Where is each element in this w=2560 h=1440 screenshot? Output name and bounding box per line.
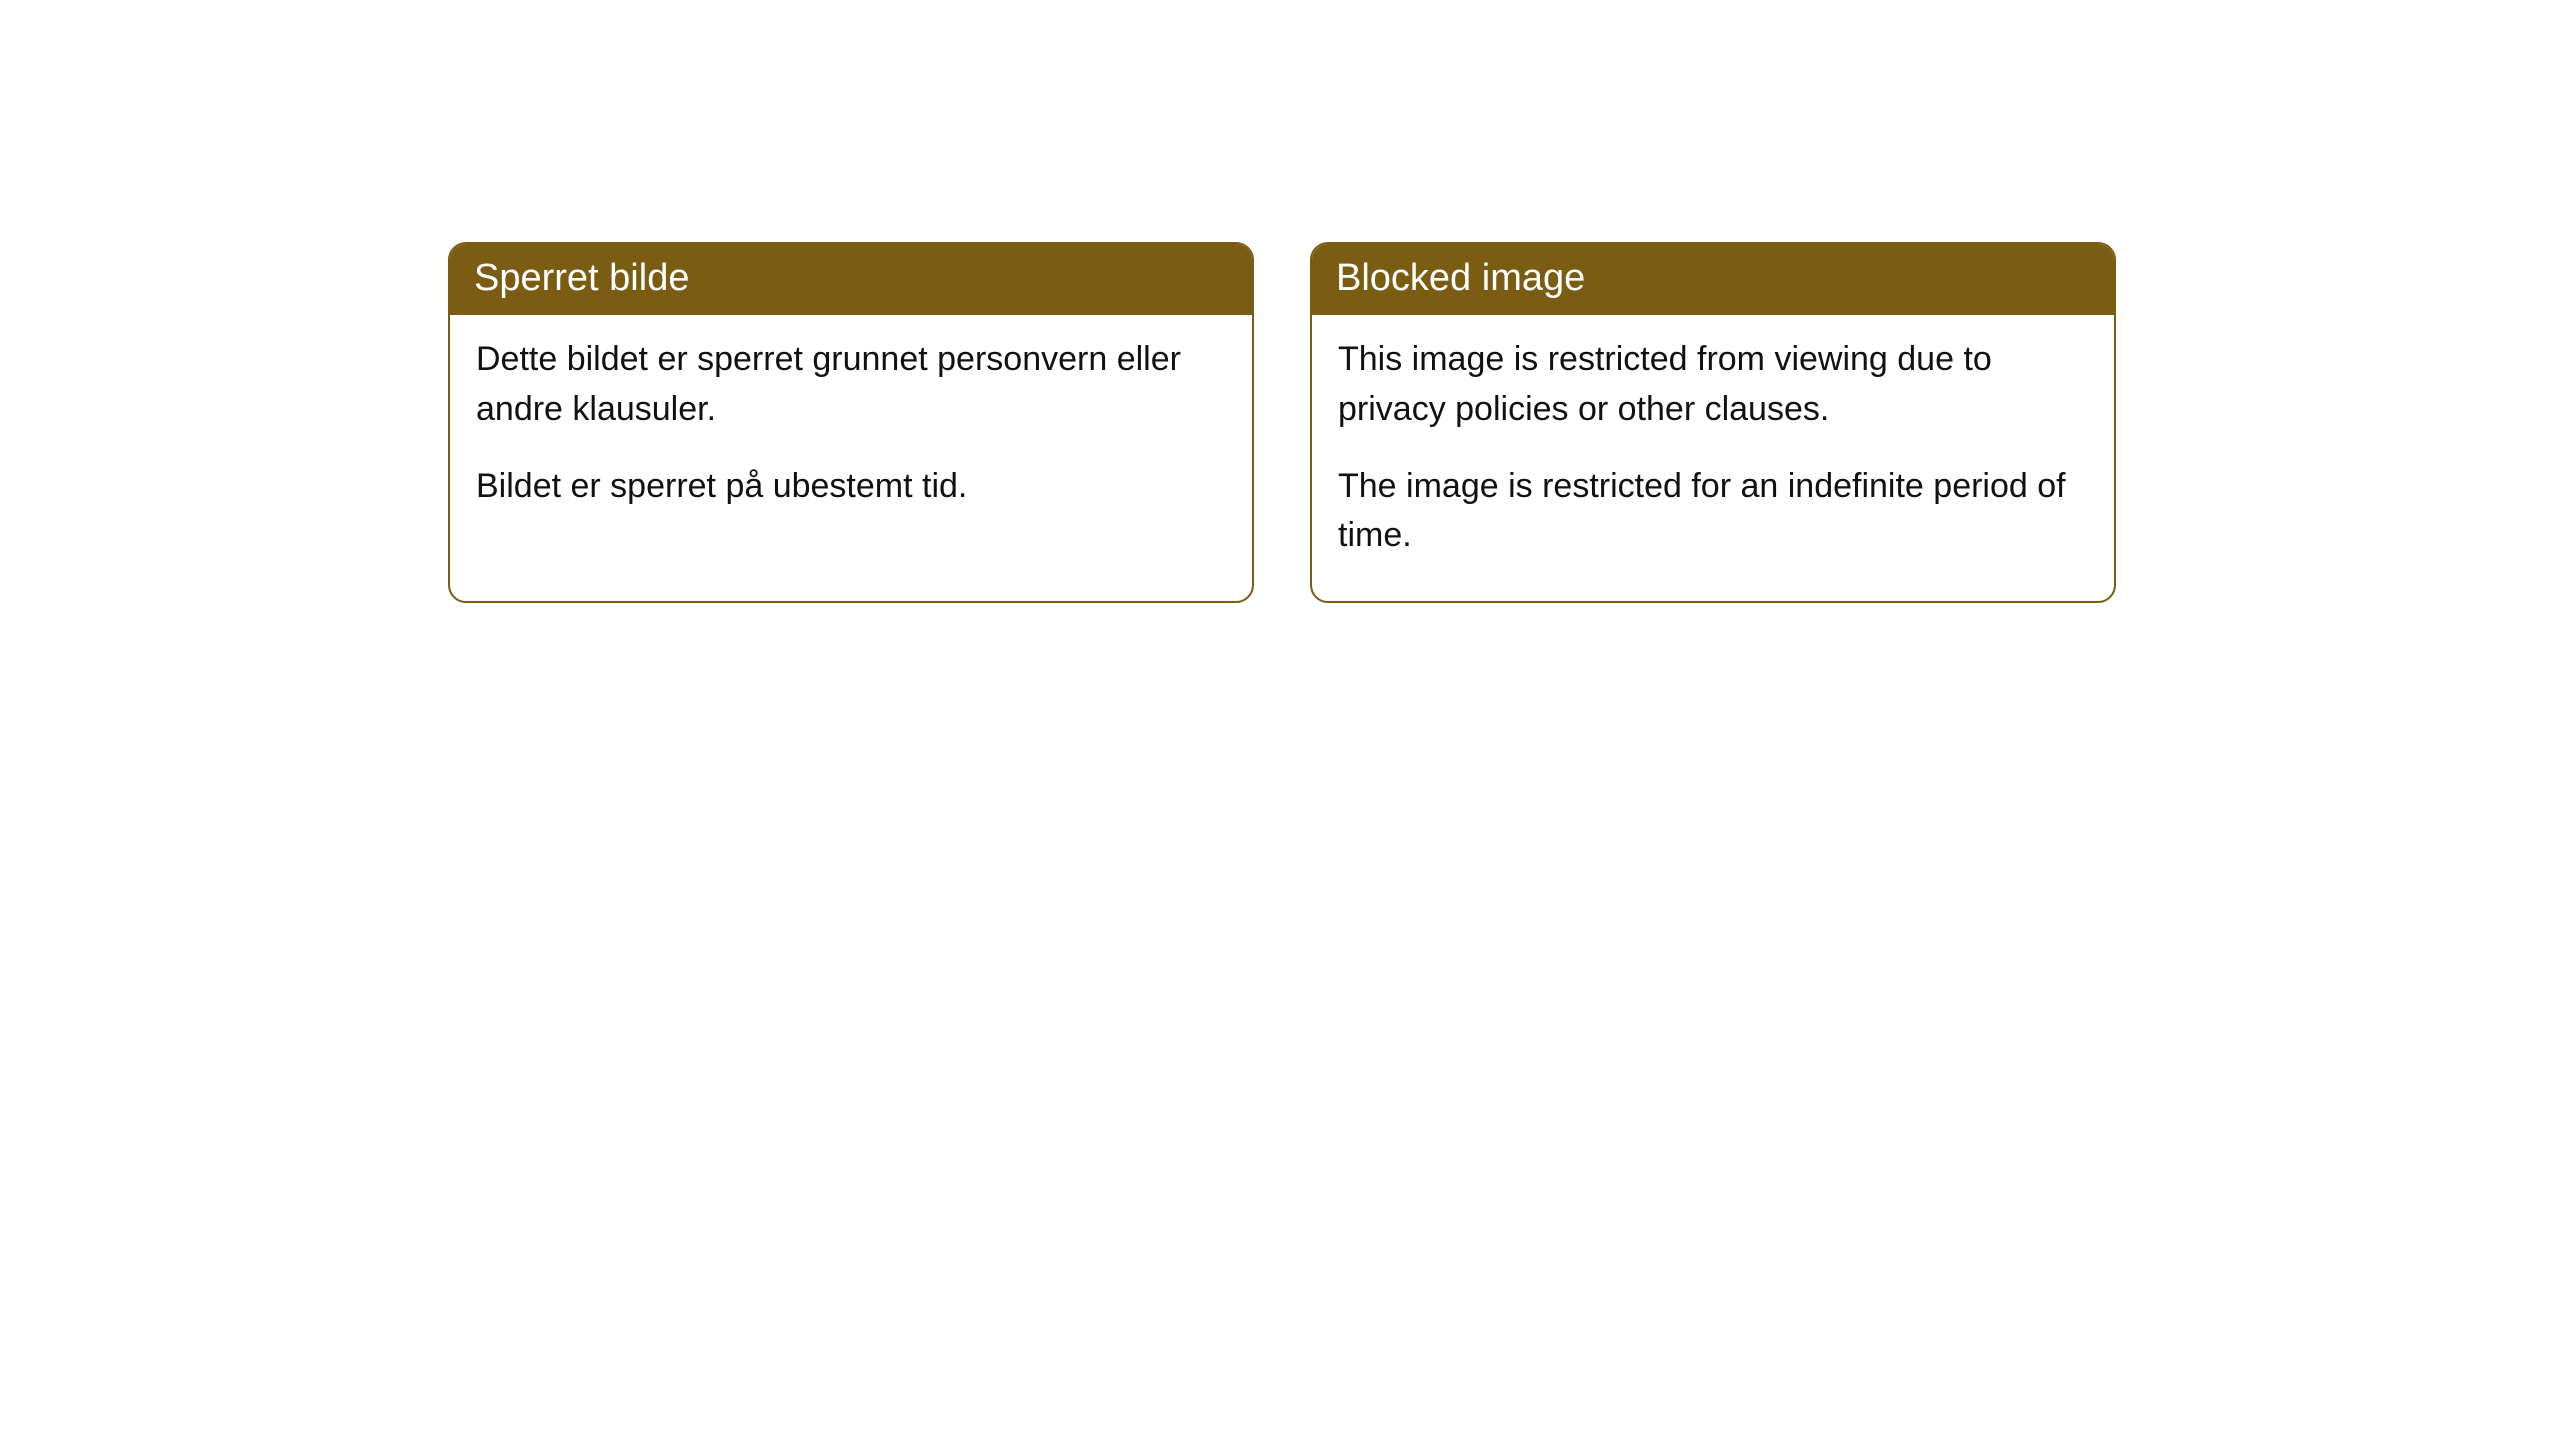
notice-text-english-p1: This image is restricted from viewing du… (1338, 335, 2088, 434)
notice-card-norwegian: Sperret bilde Dette bildet er sperret gr… (448, 242, 1254, 603)
notice-container: Sperret bilde Dette bildet er sperret gr… (448, 242, 2116, 603)
notice-body-norwegian: Dette bildet er sperret grunnet personve… (450, 315, 1252, 551)
notice-text-norwegian-p1: Dette bildet er sperret grunnet personve… (476, 335, 1226, 434)
notice-header-english: Blocked image (1312, 244, 2114, 315)
notice-text-norwegian-p2: Bildet er sperret på ubestemt tid. (476, 462, 1226, 511)
notice-card-english: Blocked image This image is restricted f… (1310, 242, 2116, 603)
notice-body-english: This image is restricted from viewing du… (1312, 315, 2114, 600)
notice-text-english-p2: The image is restricted for an indefinit… (1338, 462, 2088, 561)
notice-header-norwegian: Sperret bilde (450, 244, 1252, 315)
